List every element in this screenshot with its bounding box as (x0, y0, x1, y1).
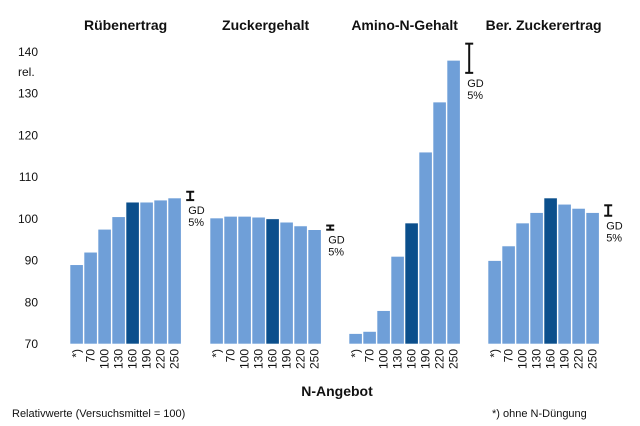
footnote-left: Relativwerte (Versuchsmittel = 100) (12, 408, 185, 420)
x-tick-label: 190 (140, 349, 154, 369)
x-tick-label: 70 (363, 349, 377, 363)
bar (557, 203, 572, 345)
x-tick-label: 130 (252, 349, 266, 369)
y-tick-label: 140 (18, 45, 38, 59)
panel-title: Zuckergehalt (222, 17, 309, 33)
bar (501, 245, 516, 345)
chart-panels: Rübenertrag*) 70 100 130 160 190 220 250GD5%Zuc… (70, 17, 623, 369)
significance-label: 5% (188, 217, 204, 229)
y-tick-label: 80 (25, 295, 39, 309)
x-tick-label: 70 (84, 349, 98, 363)
bar (139, 201, 154, 345)
bar (237, 216, 252, 345)
bar (376, 310, 391, 345)
y-tick-label: 110 (19, 170, 38, 184)
bar (279, 221, 294, 345)
x-tick-label: 220 (433, 349, 447, 369)
bar (515, 222, 530, 345)
significance-label: GD (467, 78, 484, 90)
bar (432, 101, 447, 345)
panel-title: Ber. Zuckerertrag (486, 17, 602, 33)
bar (487, 260, 502, 345)
significance-bar (326, 224, 335, 231)
y-tick-label: 120 (18, 128, 38, 142)
footnote-right: *) ohne N-Düngung (492, 408, 587, 420)
x-tick-label: 70 (224, 349, 238, 363)
x-tick-label: 190 (558, 349, 572, 369)
significance-label: 5% (606, 233, 622, 245)
panel: Zuckergehalt *) 70 100 130 160 190 220 250 GD5% (210, 17, 345, 369)
x-tick-label: 160 (266, 349, 280, 369)
x-tick-label: 160 (126, 349, 140, 369)
x-tick-label: 130 (530, 349, 544, 369)
panel: Amino-N-Gehalt *) 70 100 130 160 190 220 250 GD5% (349, 17, 484, 369)
bar (446, 60, 461, 345)
bar (571, 208, 586, 345)
y-tick-label: 100 (18, 212, 38, 226)
x-tick-label: 70 (502, 349, 516, 363)
panel: Rübenertrag *) 70 100 130 160 190 220 250 GD5% (70, 17, 205, 369)
significance-label: GD (188, 205, 205, 217)
bar (167, 197, 182, 345)
bar (97, 228, 112, 345)
significance-bar (186, 190, 195, 202)
y-tick-label: 70 (25, 337, 39, 351)
x-tick-label: 220 (154, 349, 168, 369)
bar (83, 251, 98, 345)
bar (265, 218, 280, 345)
x-axis-title: N-Angebot (301, 383, 373, 399)
x-tick-label: *) (210, 349, 224, 358)
significance-bar (465, 42, 474, 74)
panel-title: Rübenertrag (84, 17, 167, 33)
significance-label: GD (606, 221, 623, 233)
x-tick-label: 220 (572, 349, 586, 369)
x-tick-label: 250 (586, 349, 600, 369)
bar (111, 216, 126, 345)
y-tick-label: 130 (18, 87, 38, 101)
x-tick-label: 100 (98, 349, 112, 369)
panel-title: Amino-N-Gehalt (351, 17, 458, 33)
x-tick-label: 250 (308, 349, 322, 369)
x-tick-label: 130 (112, 349, 126, 369)
x-tick-label: *) (349, 349, 363, 358)
bar (404, 222, 419, 345)
x-tick-label: 190 (280, 349, 294, 369)
bar (251, 216, 266, 345)
bar (585, 212, 600, 345)
x-tick-label: 160 (405, 349, 419, 369)
bar (390, 256, 405, 345)
x-tick-label: 100 (516, 349, 530, 369)
bar (307, 229, 322, 345)
x-tick-label: 250 (168, 349, 182, 369)
significance-label: GD (328, 235, 345, 247)
x-tick-label: 250 (447, 349, 461, 369)
y-axis: 70 80 90 100 110 120 130 140 (18, 45, 38, 351)
x-tick-label: 130 (391, 349, 405, 369)
bar (125, 201, 140, 345)
x-tick-label: 190 (419, 349, 433, 369)
y-unit-label: rel. (18, 65, 35, 79)
bar (362, 331, 377, 345)
bar (223, 216, 238, 345)
bar (529, 212, 544, 345)
bar (418, 151, 433, 345)
bar (69, 264, 84, 345)
significance-label: 5% (467, 90, 483, 102)
bar (293, 225, 308, 345)
x-tick-label: *) (70, 349, 84, 358)
x-tick-label: 100 (238, 349, 252, 369)
x-tick-label: 160 (544, 349, 558, 369)
y-tick-label: 90 (25, 254, 39, 268)
x-tick-label: *) (488, 349, 502, 358)
bar (348, 333, 363, 345)
bar (153, 199, 168, 345)
x-tick-label: 220 (294, 349, 308, 369)
bar (543, 197, 558, 345)
significance-label: 5% (328, 247, 344, 259)
significance-bar (604, 204, 613, 217)
bar (209, 217, 224, 345)
panel: Ber. Zuckerertrag *) 70 100 130 160 190 220 250 G… (486, 17, 623, 369)
x-tick-label: 100 (377, 349, 391, 369)
